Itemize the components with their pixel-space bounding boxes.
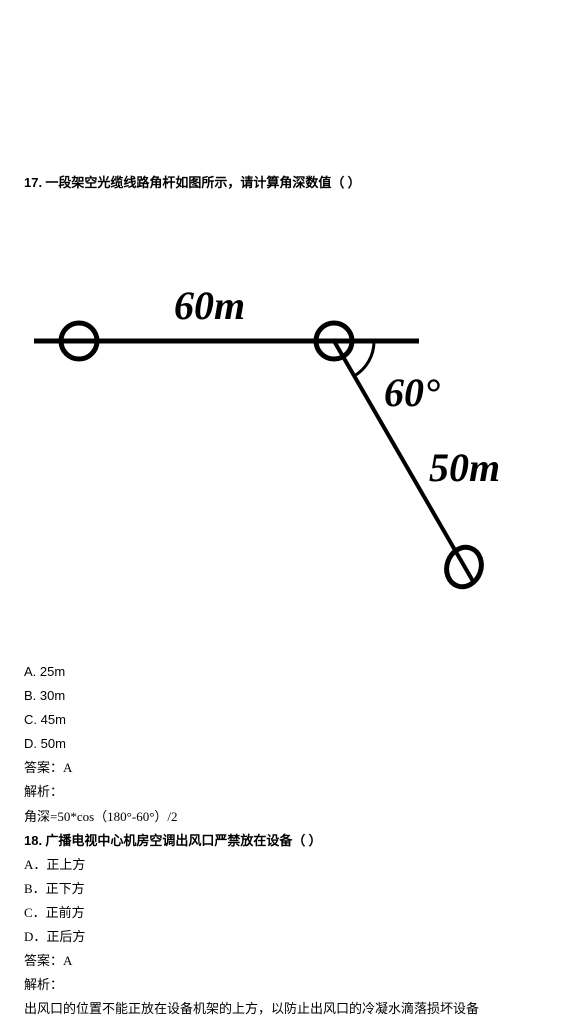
- q18-header: 18. 广播电视中心机房空调出风口严禁放在设备（ ）: [24, 830, 544, 852]
- q17-analysis-label: 解析：: [24, 781, 544, 803]
- q18-text: 广播电视中心机房空调出风口严禁放在设备（ ）: [45, 833, 321, 848]
- q17-option-d: D. 50m: [24, 733, 544, 755]
- q17-number: 17.: [24, 175, 42, 190]
- q18-option-d: D．正后方: [24, 926, 544, 948]
- label-50m: 50m: [429, 445, 500, 490]
- q18-number: 18.: [24, 833, 42, 848]
- q18-option-b: B．正下方: [24, 878, 544, 900]
- label-60m: 60m: [174, 283, 245, 328]
- label-60deg: 60°: [384, 370, 440, 415]
- q17-option-a: A. 25m: [24, 661, 544, 683]
- q17-answers: A. 25m B. 30m C. 45m D. 50m 答案：A 解析： 角深=…: [24, 661, 544, 1020]
- q17-option-c: C. 45m: [24, 709, 544, 731]
- q18-answer: 答案：A: [24, 950, 544, 972]
- q17-diagram: 60m 60° 50m: [24, 241, 544, 621]
- q17-answer: 答案：A: [24, 757, 544, 779]
- q18-analysis-text: 出风口的位置不能正放在设备机架的上方，以防止出风口的冷凝水滴落损坏设备: [24, 998, 544, 1020]
- q17-option-b: B. 30m: [24, 685, 544, 707]
- q18-option-c: C．正前方: [24, 902, 544, 924]
- document-page: 17. 一段架空光缆线路角杆如图所示，请计算角深数值（ ） 60m 60° 50…: [0, 0, 568, 1020]
- q17-header: 17. 一段架空光缆线路角杆如图所示，请计算角深数值（ ）: [24, 172, 544, 191]
- angle-arc: [354, 341, 374, 376]
- q18-analysis-label: 解析：: [24, 974, 544, 996]
- q18-option-a: A．正上方: [24, 854, 544, 876]
- q17-text: 一段架空光缆线路角杆如图所示，请计算角深数值（ ）: [45, 175, 360, 190]
- q17-analysis-text: 角深=50*cos（180°-60°）/2: [24, 806, 544, 828]
- cable-diagram-svg: 60m 60° 50m: [24, 241, 544, 621]
